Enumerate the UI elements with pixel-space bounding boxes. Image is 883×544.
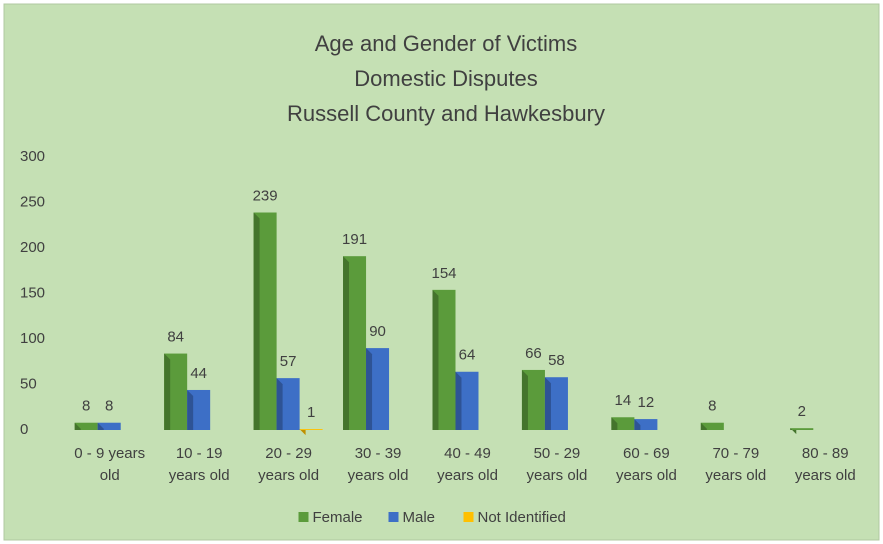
y-tick-label: 250	[20, 193, 45, 210]
bar	[790, 428, 814, 430]
bar	[97, 422, 121, 430]
data-label: 1	[307, 404, 315, 421]
bar	[634, 419, 658, 430]
data-label: 64	[459, 347, 476, 364]
bar-side	[187, 389, 194, 430]
bar-side	[790, 428, 797, 435]
y-tick-label: 150	[20, 284, 45, 301]
x-tick-label: 80 - 89 years old	[795, 445, 856, 484]
x-tick-label: 0 - 9 years old	[74, 445, 145, 484]
y-tick-label: 50	[20, 375, 37, 392]
data-label: 66	[525, 345, 542, 362]
x-tick-label: 10 - 19 years old	[169, 445, 230, 484]
data-label: 191	[342, 231, 367, 248]
data-label: 12	[638, 394, 655, 411]
legend-label: Male	[403, 509, 436, 526]
bar-side	[366, 348, 373, 430]
data-label: 8	[82, 398, 90, 415]
bar	[700, 422, 724, 430]
bar-side	[74, 422, 81, 430]
x-tick-label: 60 - 69 years old	[616, 445, 677, 484]
x-tick-label: 40 - 49 years old	[437, 445, 498, 484]
legend-swatch	[298, 512, 309, 522]
chart-background	[3, 3, 880, 541]
bar-side	[432, 289, 439, 430]
data-label: 58	[548, 352, 565, 369]
y-tick-label: 100	[20, 330, 45, 347]
bar	[74, 422, 98, 430]
bar-side	[253, 212, 260, 430]
data-label: 84	[167, 329, 184, 346]
legend-swatch	[463, 512, 474, 522]
bar-side	[455, 371, 462, 430]
data-label: 8	[708, 398, 716, 415]
data-label: 154	[431, 265, 456, 282]
bar-side	[544, 377, 551, 430]
x-tick-label: 20 - 29 years old	[258, 445, 319, 484]
data-label: 14	[615, 392, 632, 409]
x-tick-label: 30 - 39 years old	[348, 445, 409, 484]
y-tick-label: 200	[20, 239, 45, 256]
y-tick-label: 0	[20, 421, 28, 438]
data-label: 44	[190, 365, 207, 382]
bar-side	[634, 419, 641, 430]
chart-title: Russell County and Hawkesbury	[287, 101, 605, 126]
legend-label: Female	[313, 509, 363, 526]
bar-side	[164, 353, 171, 430]
bar-side	[276, 378, 283, 430]
data-label: 2	[798, 403, 806, 420]
chart-title: Domestic Disputes	[354, 66, 537, 91]
bar-side	[700, 422, 707, 430]
legend-swatch	[388, 512, 399, 522]
bar-side	[611, 417, 618, 430]
x-tick-label: 70 - 79 years old	[705, 445, 766, 484]
data-label: 8	[105, 398, 113, 415]
bar-side	[343, 256, 350, 430]
chart-title: Age and Gender of Victims	[315, 31, 578, 56]
bar-side	[97, 422, 104, 430]
legend-label: Not Identified	[478, 509, 566, 526]
data-label: 239	[253, 187, 278, 204]
data-label: 90	[369, 323, 386, 340]
bar-side	[299, 429, 306, 436]
bar	[299, 429, 323, 430]
x-tick-label: 50 - 29 years old	[527, 445, 588, 484]
bar-side	[521, 369, 528, 430]
y-tick-label: 300	[20, 148, 45, 165]
data-label: 57	[280, 353, 297, 370]
